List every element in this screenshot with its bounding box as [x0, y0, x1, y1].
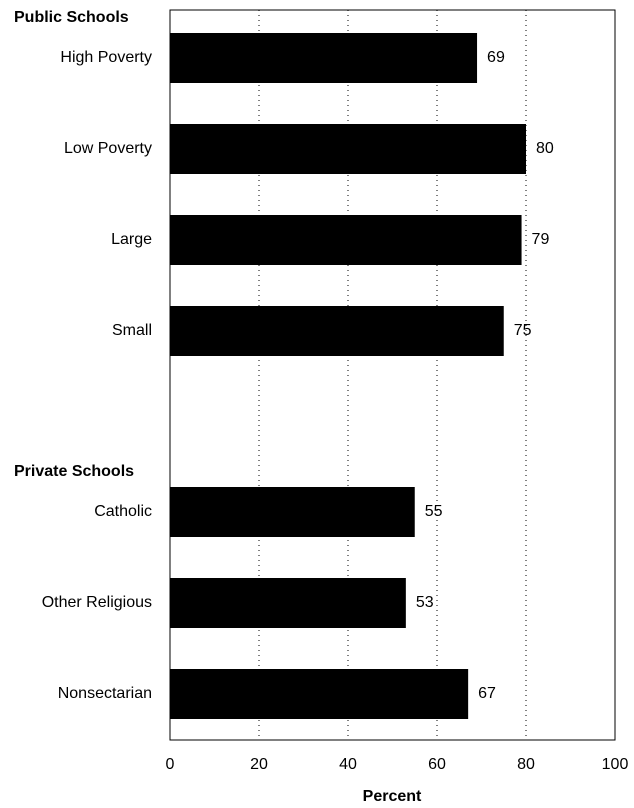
value-label: 69 [487, 49, 505, 66]
group-header: Private Schools [14, 463, 134, 480]
x-tick-label: 0 [166, 756, 175, 773]
bar [170, 487, 415, 537]
y-tick-label: Large [111, 231, 152, 248]
bar [170, 306, 504, 356]
x-axis-label: Percent [363, 788, 422, 805]
x-tick-label: 40 [339, 756, 357, 773]
value-label: 79 [532, 231, 550, 248]
x-tick-label: 20 [250, 756, 268, 773]
bar [170, 124, 526, 174]
value-label: 80 [536, 140, 554, 157]
bar [170, 215, 522, 265]
y-tick-label: Catholic [94, 503, 152, 520]
y-tick-label: Low Poverty [64, 140, 152, 157]
bar [170, 669, 469, 719]
x-tick-label: 60 [428, 756, 446, 773]
plot-frame [169, 9, 616, 741]
value-label: 75 [514, 322, 532, 339]
bar [170, 33, 478, 83]
x-tick-label: 100 [602, 756, 629, 773]
y-tick-label: High Poverty [60, 49, 152, 66]
y-tick-label: Small [112, 322, 152, 339]
bar [170, 578, 406, 628]
value-label: 67 [478, 685, 496, 702]
group-header: Public Schools [14, 9, 129, 26]
value-label: 53 [416, 594, 434, 611]
x-tick-label: 80 [517, 756, 535, 773]
value-label: 55 [425, 503, 443, 520]
y-tick-label: Nonsectarian [58, 685, 152, 702]
y-tick-label: Other Religious [42, 594, 152, 611]
